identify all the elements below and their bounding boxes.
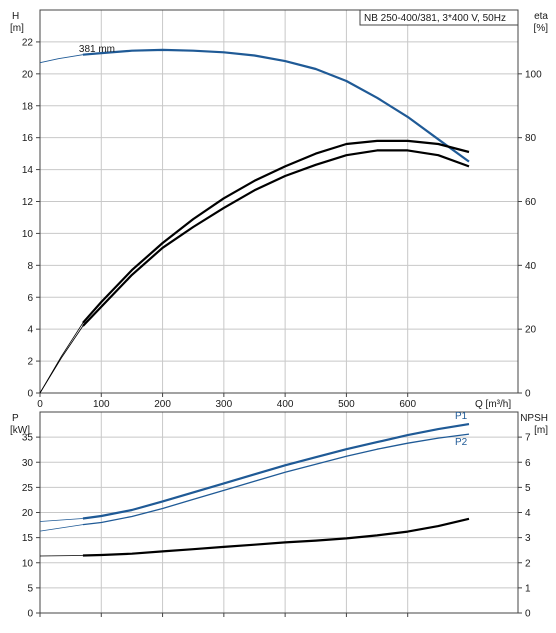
upper-y-right-tick-label: 80 <box>525 133 537 144</box>
upper-x-tick-label: 400 <box>277 399 294 410</box>
lower-y-right-tick-label: 3 <box>525 533 531 544</box>
upper-series-2-line <box>82 139 470 324</box>
lower-y-left-label: P <box>12 413 19 424</box>
upper-x-tick-label: 300 <box>216 399 233 410</box>
lower-series-2-line <box>82 517 470 557</box>
lower-y-right-unit: [m] <box>534 425 548 436</box>
upper-y-left-tick-label: 16 <box>22 133 34 144</box>
upper-x-axis-label: Q [m³/h] <box>475 399 511 410</box>
lower-series-2-extension <box>39 555 83 557</box>
upper-series-2-extension <box>39 322 84 394</box>
upper-y-left-tick-label: 8 <box>27 261 33 272</box>
lower-series-1-extension <box>39 524 83 532</box>
lower-series-1-line <box>82 433 470 526</box>
lower-y-left-tick-label: 25 <box>22 483 34 494</box>
lower-y-right-tick-label: 2 <box>525 558 531 569</box>
lower-y-right-tick-label: 7 <box>525 433 531 444</box>
chart-title-box <box>359 9 519 26</box>
lower-y-left-tick-label: 10 <box>22 558 34 569</box>
upper-series-0-line <box>82 48 470 163</box>
upper-x-tick-label: 200 <box>154 399 171 410</box>
upper-x-tick-label: 0 <box>37 399 43 410</box>
upper-y-left-tick-label: 2 <box>27 357 33 368</box>
lower-y-right-tick-label: 5 <box>525 483 531 494</box>
lower-y-right-tick-label: 6 <box>525 458 531 469</box>
lower-y-left-tick-label: 35 <box>22 433 34 444</box>
upper-y-right-tick-label: 100 <box>525 69 542 80</box>
upper-y-right-tick-label: 40 <box>525 261 537 272</box>
upper-series-1-extension <box>39 325 84 394</box>
upper-y-right-unit: [%] <box>534 23 549 34</box>
upper-y-left-tick-label: 14 <box>22 165 34 176</box>
upper-series-1-line <box>82 149 470 327</box>
upper-y-left-tick-label: 0 <box>27 389 33 400</box>
lower-y-left-tick-label: 30 <box>22 458 34 469</box>
upper-y-right-tick-label: 60 <box>525 197 537 208</box>
lower-series-label-p1: P1 <box>455 411 468 422</box>
upper-y-right-tick-label: 0 <box>525 389 531 400</box>
lower-series-0-extension <box>39 518 83 522</box>
lower-series-label-p2: P2 <box>455 437 468 448</box>
chart-title: NB 250-400/381, 3*400 V, 50Hz <box>364 13 506 24</box>
upper-series-0-extension <box>39 54 83 64</box>
lower-y-left-tick-label: 5 <box>27 583 33 594</box>
upper-y-right-tick-label: 20 <box>525 325 537 336</box>
lower-y-left-unit: [kW] <box>10 425 30 436</box>
lower-y-left-tick-label: 15 <box>22 533 34 544</box>
upper-series-label: 381 mm <box>79 44 115 55</box>
upper-x-tick-label: 600 <box>399 399 416 410</box>
lower-y-left-tick-label: 20 <box>22 508 34 519</box>
lower-y-left-tick-label: 0 <box>27 609 33 620</box>
upper-y-right-label: eta <box>534 11 548 22</box>
lower-y-right-label: NPSH <box>520 413 548 424</box>
upper-y-left-tick-label: 18 <box>22 101 34 112</box>
upper-y-left-tick-label: 12 <box>22 197 34 208</box>
upper-y-left-label: H <box>12 11 19 22</box>
lower-y-right-tick-label: 0 <box>525 609 531 620</box>
upper-y-left-tick-label: 6 <box>27 293 33 304</box>
upper-x-tick-label: 100 <box>93 399 110 410</box>
lower-y-right-tick-label: 4 <box>525 508 531 519</box>
upper-y-left-tick-label: 22 <box>22 37 34 48</box>
lower-y-right-tick-label: 1 <box>525 583 531 594</box>
lower-series-0-line <box>82 423 470 520</box>
upper-y-left-tick-label: 10 <box>22 229 34 240</box>
upper-x-tick-label: 500 <box>338 399 355 410</box>
upper-y-left-tick-label: 4 <box>27 325 33 336</box>
upper-y-left-unit: [m] <box>10 23 24 34</box>
upper-y-left-tick-label: 20 <box>22 69 34 80</box>
